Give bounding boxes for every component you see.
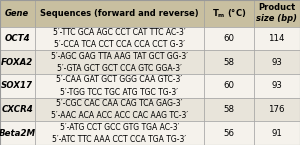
Text: Gene: Gene	[5, 9, 29, 18]
Bar	[254, 98, 300, 121]
Text: 176: 176	[268, 105, 285, 114]
Text: 91: 91	[271, 129, 282, 138]
Text: 60: 60	[223, 34, 234, 43]
Bar	[254, 74, 300, 98]
Text: 5′-ATC TTC AAA CCT CCA TGA TG-3′: 5′-ATC TTC AAA CCT CCA TGA TG-3′	[52, 135, 186, 144]
Bar	[34, 98, 204, 121]
Text: $\mathbf{T_m}$ (°C): $\mathbf{T_m}$ (°C)	[212, 7, 246, 20]
Text: FOXA2: FOXA2	[1, 58, 33, 67]
Text: 5′-CAA GAT GCT GGG CAA GTC-3′: 5′-CAA GAT GCT GGG CAA GTC-3′	[56, 75, 182, 84]
Text: 58: 58	[223, 58, 234, 67]
Bar	[254, 27, 300, 50]
Text: 5′-TTC GCA AGC CCT CAT TTC AC-3′: 5′-TTC GCA AGC CCT CAT TTC AC-3′	[53, 28, 186, 37]
Text: SOX17: SOX17	[1, 81, 33, 90]
Text: 58: 58	[223, 105, 234, 114]
Text: 5′-GTA GCT GCT CCA GTC GGA-3′: 5′-GTA GCT GCT CCA GTC GGA-3′	[57, 64, 182, 73]
Bar	[254, 0, 300, 27]
Bar	[204, 27, 254, 50]
Text: 93: 93	[271, 81, 282, 90]
Bar	[0, 27, 34, 50]
Text: 5′-AGC GAG TTA AAG TAT GCT GG-3′: 5′-AGC GAG TTA AAG TAT GCT GG-3′	[51, 52, 188, 61]
Bar	[0, 74, 34, 98]
Bar	[254, 50, 300, 74]
Bar	[0, 0, 34, 27]
Bar	[34, 27, 204, 50]
Bar	[254, 121, 300, 145]
Bar	[0, 50, 34, 74]
Text: 114: 114	[268, 34, 285, 43]
Text: CXCR4: CXCR4	[2, 105, 33, 114]
Text: 5′-AAC ACA ACC ACC CAC AAG TC-3′: 5′-AAC ACA ACC ACC CAC AAG TC-3′	[51, 111, 188, 120]
Bar	[204, 74, 254, 98]
Text: 5′-TGG TCC TGC ATG TGC TG-3′: 5′-TGG TCC TGC ATG TGC TG-3′	[60, 88, 178, 97]
Text: 60: 60	[223, 81, 234, 90]
Text: 5′-ATG CCT GCC GTG TGA AC-3′: 5′-ATG CCT GCC GTG TGA AC-3′	[60, 123, 179, 132]
Text: size (bp): size (bp)	[256, 14, 297, 23]
Bar	[0, 121, 34, 145]
Bar	[204, 0, 254, 27]
Text: Product: Product	[258, 3, 296, 12]
Bar	[204, 121, 254, 145]
Bar	[34, 74, 204, 98]
Bar	[204, 50, 254, 74]
Text: 5′-CCA TCA CCT CCA CCA CCT G-3′: 5′-CCA TCA CCT CCA CCA CCT G-3′	[54, 40, 185, 49]
Bar	[34, 121, 204, 145]
Text: 5′-CGC CAC CAA CAG TCA GAG-3′: 5′-CGC CAC CAA CAG TCA GAG-3′	[56, 99, 182, 108]
Bar	[204, 98, 254, 121]
Text: OCT4: OCT4	[4, 34, 30, 43]
Bar	[34, 0, 204, 27]
Text: Sequences (forward and reverse): Sequences (forward and reverse)	[40, 9, 199, 18]
Text: 56: 56	[223, 129, 234, 138]
Text: 93: 93	[271, 58, 282, 67]
Text: Beta2M: Beta2M	[0, 129, 36, 138]
Bar	[34, 50, 204, 74]
Bar	[0, 98, 34, 121]
